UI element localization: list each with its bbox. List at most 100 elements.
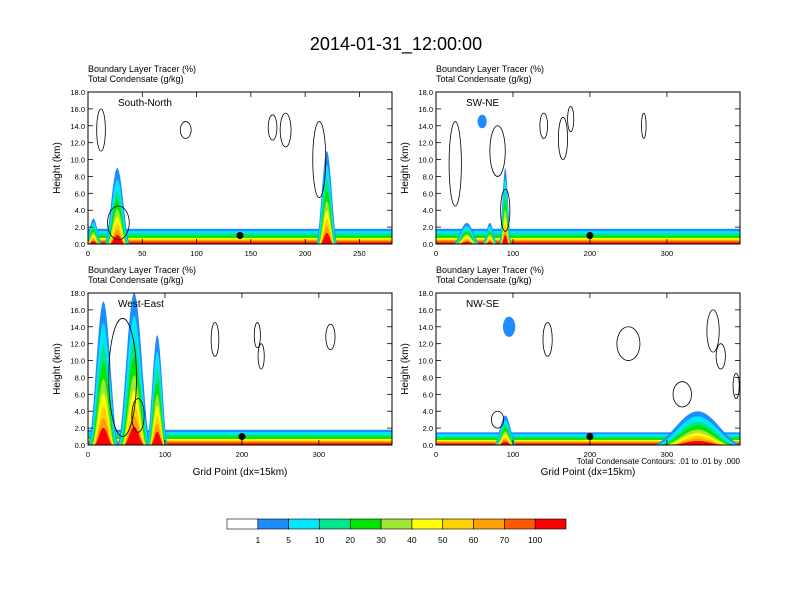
condensate-contour: [500, 188, 511, 232]
panel-field-line1: Boundary Layer Tracer (%): [436, 265, 544, 275]
x-axis-label: Grid Point (dx=15km): [541, 467, 636, 478]
y-tick-label: 16.0: [418, 306, 433, 315]
x-tick-label: 100: [190, 249, 203, 258]
x-tick-label: 200: [236, 450, 249, 459]
x-tick-label: 150: [245, 249, 258, 258]
panel-field-line1: Boundary Layer Tracer (%): [88, 64, 196, 74]
y-tick-label: 8.0: [75, 373, 85, 382]
y-tick-label: 12.0: [70, 340, 85, 349]
panels: Boundary Layer Tracer (%)Total Condensat…: [52, 64, 741, 478]
y-tick-label: 12.0: [70, 139, 85, 148]
x-tick-label: 250: [353, 249, 366, 258]
tracer-layer: [88, 242, 392, 244]
y-tick-label: 4.0: [75, 206, 85, 215]
y-axis-label: Height (km): [52, 142, 63, 194]
y-tick-label: 10.0: [418, 357, 433, 366]
condensate-contour: [539, 112, 548, 139]
panel-label: West-East: [118, 299, 164, 310]
panel-label: SW-NE: [466, 98, 499, 109]
plume-band: [88, 240, 99, 244]
colorbar-tick-label: 60: [469, 535, 479, 545]
condensate-contour: [616, 326, 641, 361]
tracer-blob: [502, 316, 516, 337]
colorbar-box: [288, 518, 320, 530]
panel-label: South-North: [118, 98, 172, 109]
y-tick-label: 0.0: [423, 441, 433, 450]
tracer-layer: [88, 443, 392, 445]
colorbar-tick-label: 30: [376, 535, 386, 545]
condensate-contour: [732, 372, 740, 399]
plot-frame: [87, 292, 393, 446]
plume-band: [150, 431, 164, 445]
colorbar-box: [473, 518, 505, 530]
condensate-contour: [557, 116, 569, 160]
colorbar-tick-label: 70: [500, 535, 510, 545]
y-tick-label: 4.0: [423, 206, 433, 215]
x-tick-label: 200: [299, 249, 312, 258]
x-axis-label: Grid Point (dx=15km): [193, 467, 288, 478]
plume-band: [669, 440, 726, 445]
colorbar-box: [380, 518, 413, 530]
y-tick-label: 8.0: [75, 172, 85, 181]
condensate-contour: [257, 343, 265, 370]
y-tick-label: 0.0: [75, 240, 85, 249]
condensate-contour: [312, 121, 327, 198]
colorbar-box: [411, 518, 444, 530]
condensate-contour: [672, 381, 692, 408]
colorbar-box: [534, 518, 567, 530]
plume-band: [123, 426, 145, 445]
condensate-contour: [491, 410, 505, 429]
condensate-contour: [96, 108, 106, 152]
location-marker: [238, 433, 246, 441]
panel-field-line2: Total Condensate (g/kg): [88, 74, 184, 84]
panel-field-line1: Boundary Layer Tracer (%): [88, 265, 196, 275]
x-tick-label: 200: [584, 249, 597, 258]
y-axis-label: Height (km): [400, 142, 411, 194]
plot-area: [436, 92, 740, 244]
tracer-blob: [477, 114, 487, 129]
y-tick-label: 16.0: [70, 306, 85, 315]
y-tick-label: 18.0: [418, 88, 433, 97]
x-tick-label: 0: [434, 249, 438, 258]
plume-band: [501, 234, 509, 244]
condensate-contour: [489, 125, 506, 177]
y-tick-label: 0.0: [423, 240, 433, 249]
panel-1: Boundary Layer Tracer (%)Total Condensat…: [400, 64, 741, 258]
colorbar-box: [319, 518, 351, 530]
y-tick-label: 10.0: [70, 357, 85, 366]
y-tick-label: 6.0: [423, 189, 433, 198]
x-tick-label: 300: [661, 450, 674, 459]
y-tick-label: 4.0: [75, 407, 85, 416]
tracer-fill: [436, 316, 740, 445]
panel-field-line2: Total Condensate (g/kg): [436, 74, 532, 84]
x-tick-label: 0: [434, 450, 438, 459]
plot-frame: [435, 292, 741, 446]
y-tick-label: 14.0: [418, 323, 433, 332]
figure-title: 2014-01-31_12:00:00: [310, 34, 482, 55]
condensate-contour: [179, 121, 192, 139]
plot-frame: [435, 91, 741, 245]
y-tick-label: 4.0: [423, 407, 433, 416]
y-tick-label: 16.0: [418, 105, 433, 114]
y-tick-label: 18.0: [418, 289, 433, 298]
x-tick-label: 300: [313, 450, 326, 459]
y-tick-label: 14.0: [70, 323, 85, 332]
y-tick-label: 18.0: [70, 289, 85, 298]
location-marker: [236, 232, 244, 240]
y-tick-label: 10.0: [418, 156, 433, 165]
contour-footnote: Total Condensate Contours: .01 to .01 by…: [577, 457, 741, 466]
condensate-contour: [108, 317, 137, 437]
tracer-layer: [436, 443, 740, 445]
panel-field-line1: Boundary Layer Tracer (%): [436, 64, 544, 74]
colorbar-box: [504, 518, 536, 530]
y-tick-label: 10.0: [70, 156, 85, 165]
y-axis-label: Height (km): [52, 343, 63, 395]
x-tick-label: 0: [86, 450, 90, 459]
y-tick-label: 6.0: [75, 390, 85, 399]
y-axis-label: Height (km): [400, 343, 411, 395]
colorbar-tick-label: 10: [315, 535, 325, 545]
location-marker: [586, 232, 594, 240]
y-tick-label: 12.0: [418, 139, 433, 148]
y-tick-label: 18.0: [70, 88, 85, 97]
colorbar-tick-label: 20: [346, 535, 356, 545]
